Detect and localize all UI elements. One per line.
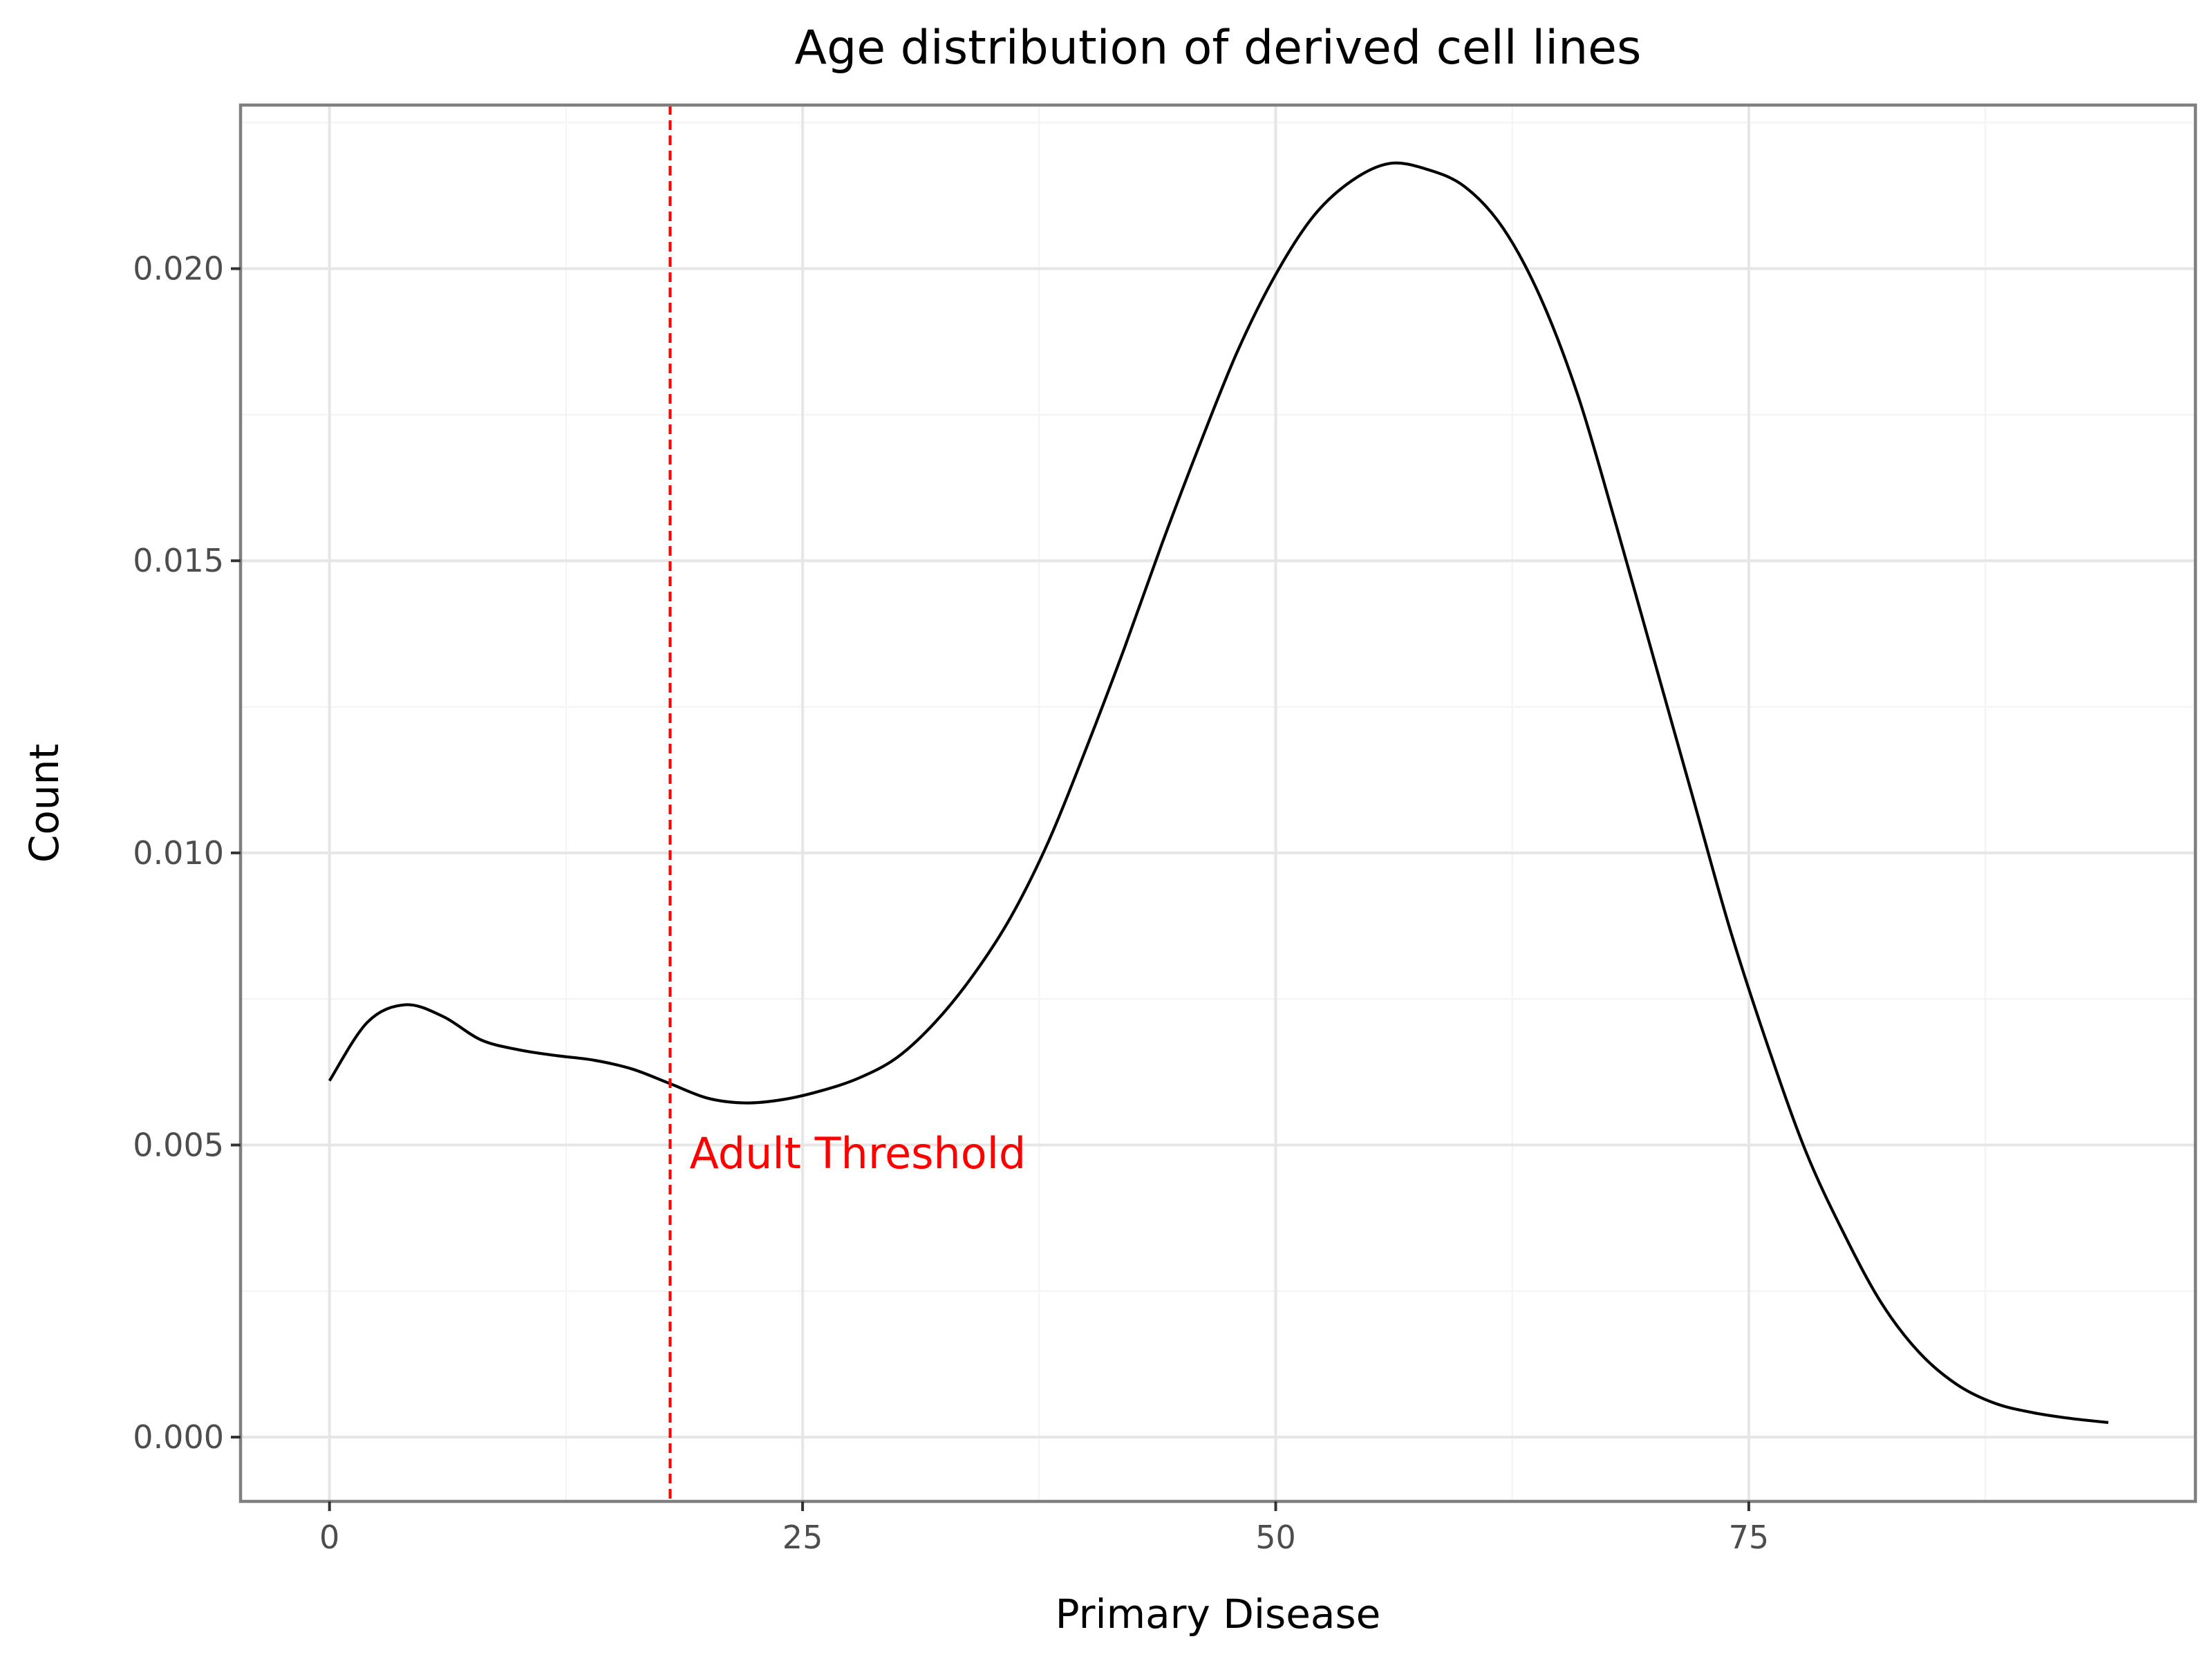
density-curve — [328, 161, 2109, 1424]
y-tick-label: 0.020 — [133, 250, 224, 288]
y-tick-label: 0.000 — [133, 1418, 224, 1456]
grid-major — [241, 105, 2195, 1501]
x-tick-label: 25 — [782, 1519, 823, 1556]
chart-title: Age distribution of derived cell lines — [795, 21, 1642, 75]
y-tick-label: 0.010 — [133, 834, 224, 872]
x-tick-label: 75 — [1729, 1519, 1770, 1556]
grid-minor — [241, 105, 2195, 1501]
y-axis-title: Count — [21, 744, 68, 863]
y-axis-ticks: 0.000 0.005 0.010 0.015 0.020 — [133, 250, 241, 1456]
plot-panel-border — [238, 103, 2197, 1503]
plot-panel — [241, 105, 2195, 1501]
y-tick-label: 0.015 — [133, 542, 224, 579]
x-tick-label: 50 — [1255, 1519, 1296, 1556]
y-tick-label: 0.005 — [133, 1126, 224, 1163]
adult-threshold-label: Adult Threshold — [689, 1128, 1026, 1179]
x-axis-ticks: 0 25 50 75 — [319, 1501, 1769, 1556]
x-tick-label: 0 — [319, 1519, 339, 1556]
x-axis-title: Primary Disease — [1056, 1591, 1381, 1638]
